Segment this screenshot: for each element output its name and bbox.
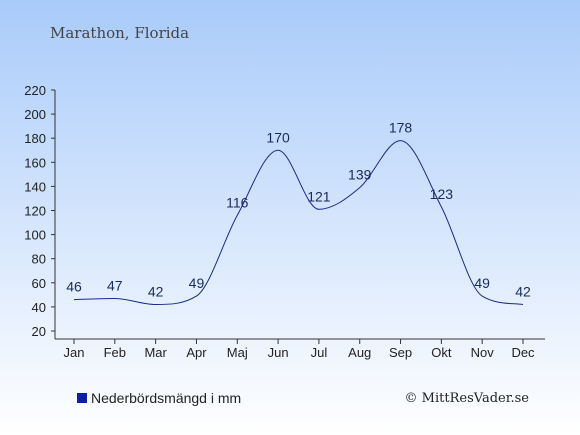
- data-label: 178: [389, 120, 413, 136]
- data-label: 49: [189, 275, 205, 291]
- x-tick-label: Feb: [104, 345, 126, 360]
- y-tick-label: 140: [24, 179, 46, 194]
- y-tick-label: 20: [32, 324, 46, 339]
- data-label: 116: [226, 194, 249, 210]
- data-label: 42: [148, 283, 164, 299]
- y-tick-label: 100: [24, 228, 46, 243]
- credit-text: © MittResVader.se: [405, 391, 530, 406]
- data-label: 49: [474, 275, 490, 291]
- legend-swatch: [77, 393, 87, 403]
- y-tick-label: 200: [24, 107, 46, 122]
- data-label: 139: [348, 167, 372, 183]
- data-label: 47: [107, 277, 123, 293]
- chart-title: Marathon, Florida: [50, 24, 189, 42]
- data-label: 170: [266, 129, 290, 145]
- x-tick-label: Jun: [268, 345, 289, 360]
- data-label: 123: [430, 186, 454, 202]
- y-axis-ticks: 20 40 60 80 100 120 140 160 180 200 220: [24, 83, 55, 339]
- x-tick-label: Mar: [144, 345, 167, 360]
- y-tick-label: 120: [24, 204, 46, 219]
- data-label: 121: [307, 188, 331, 204]
- x-tick-label: Dec: [511, 345, 535, 360]
- y-tick-label: 40: [32, 300, 46, 315]
- data-label: 42: [515, 283, 531, 299]
- legend-label: Nederbördsmängd i mm: [91, 390, 241, 406]
- x-tick-label: Sep: [389, 345, 412, 360]
- axes: [54, 90, 545, 340]
- y-tick-label: 60: [32, 276, 46, 291]
- x-tick-label: Jul: [311, 345, 328, 360]
- y-tick-label: 180: [24, 131, 46, 146]
- x-axis-ticks: Jan Feb Mar Apr Maj Jun Jul Aug Sep Okt Nov Dec: [64, 339, 535, 360]
- x-tick-label: Jan: [64, 345, 85, 360]
- series-line: [73, 140, 524, 305]
- x-tick-label: Aug: [348, 345, 371, 360]
- data-labels: 46 47 42 49 116 170 121 139 178 123 49 42: [66, 120, 531, 300]
- x-tick-label: Okt: [431, 345, 452, 360]
- x-tick-label: Maj: [227, 345, 248, 360]
- y-tick-label: 220: [24, 83, 46, 98]
- x-tick-label: Apr: [186, 345, 207, 360]
- y-tick-label: 160: [24, 155, 46, 170]
- y-tick-label: 80: [32, 252, 46, 267]
- data-label: 46: [66, 279, 82, 295]
- x-tick-label: Nov: [471, 345, 495, 360]
